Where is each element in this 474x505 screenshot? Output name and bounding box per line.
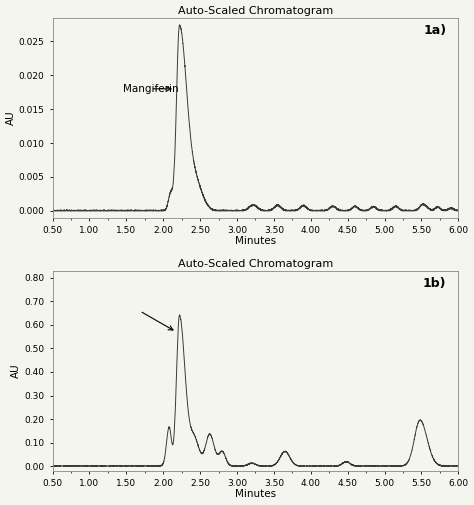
X-axis label: Minutes: Minutes xyxy=(235,236,276,246)
Y-axis label: AU: AU xyxy=(6,110,16,125)
Text: 1b): 1b) xyxy=(423,277,446,290)
Title: Auto-Scaled Chromatogram: Auto-Scaled Chromatogram xyxy=(178,259,333,269)
Text: Mangiferin: Mangiferin xyxy=(123,84,178,94)
X-axis label: Minutes: Minutes xyxy=(235,489,276,499)
Text: 1a): 1a) xyxy=(423,24,446,37)
Title: Auto-Scaled Chromatogram: Auto-Scaled Chromatogram xyxy=(178,6,333,16)
Y-axis label: AU: AU xyxy=(11,364,21,378)
